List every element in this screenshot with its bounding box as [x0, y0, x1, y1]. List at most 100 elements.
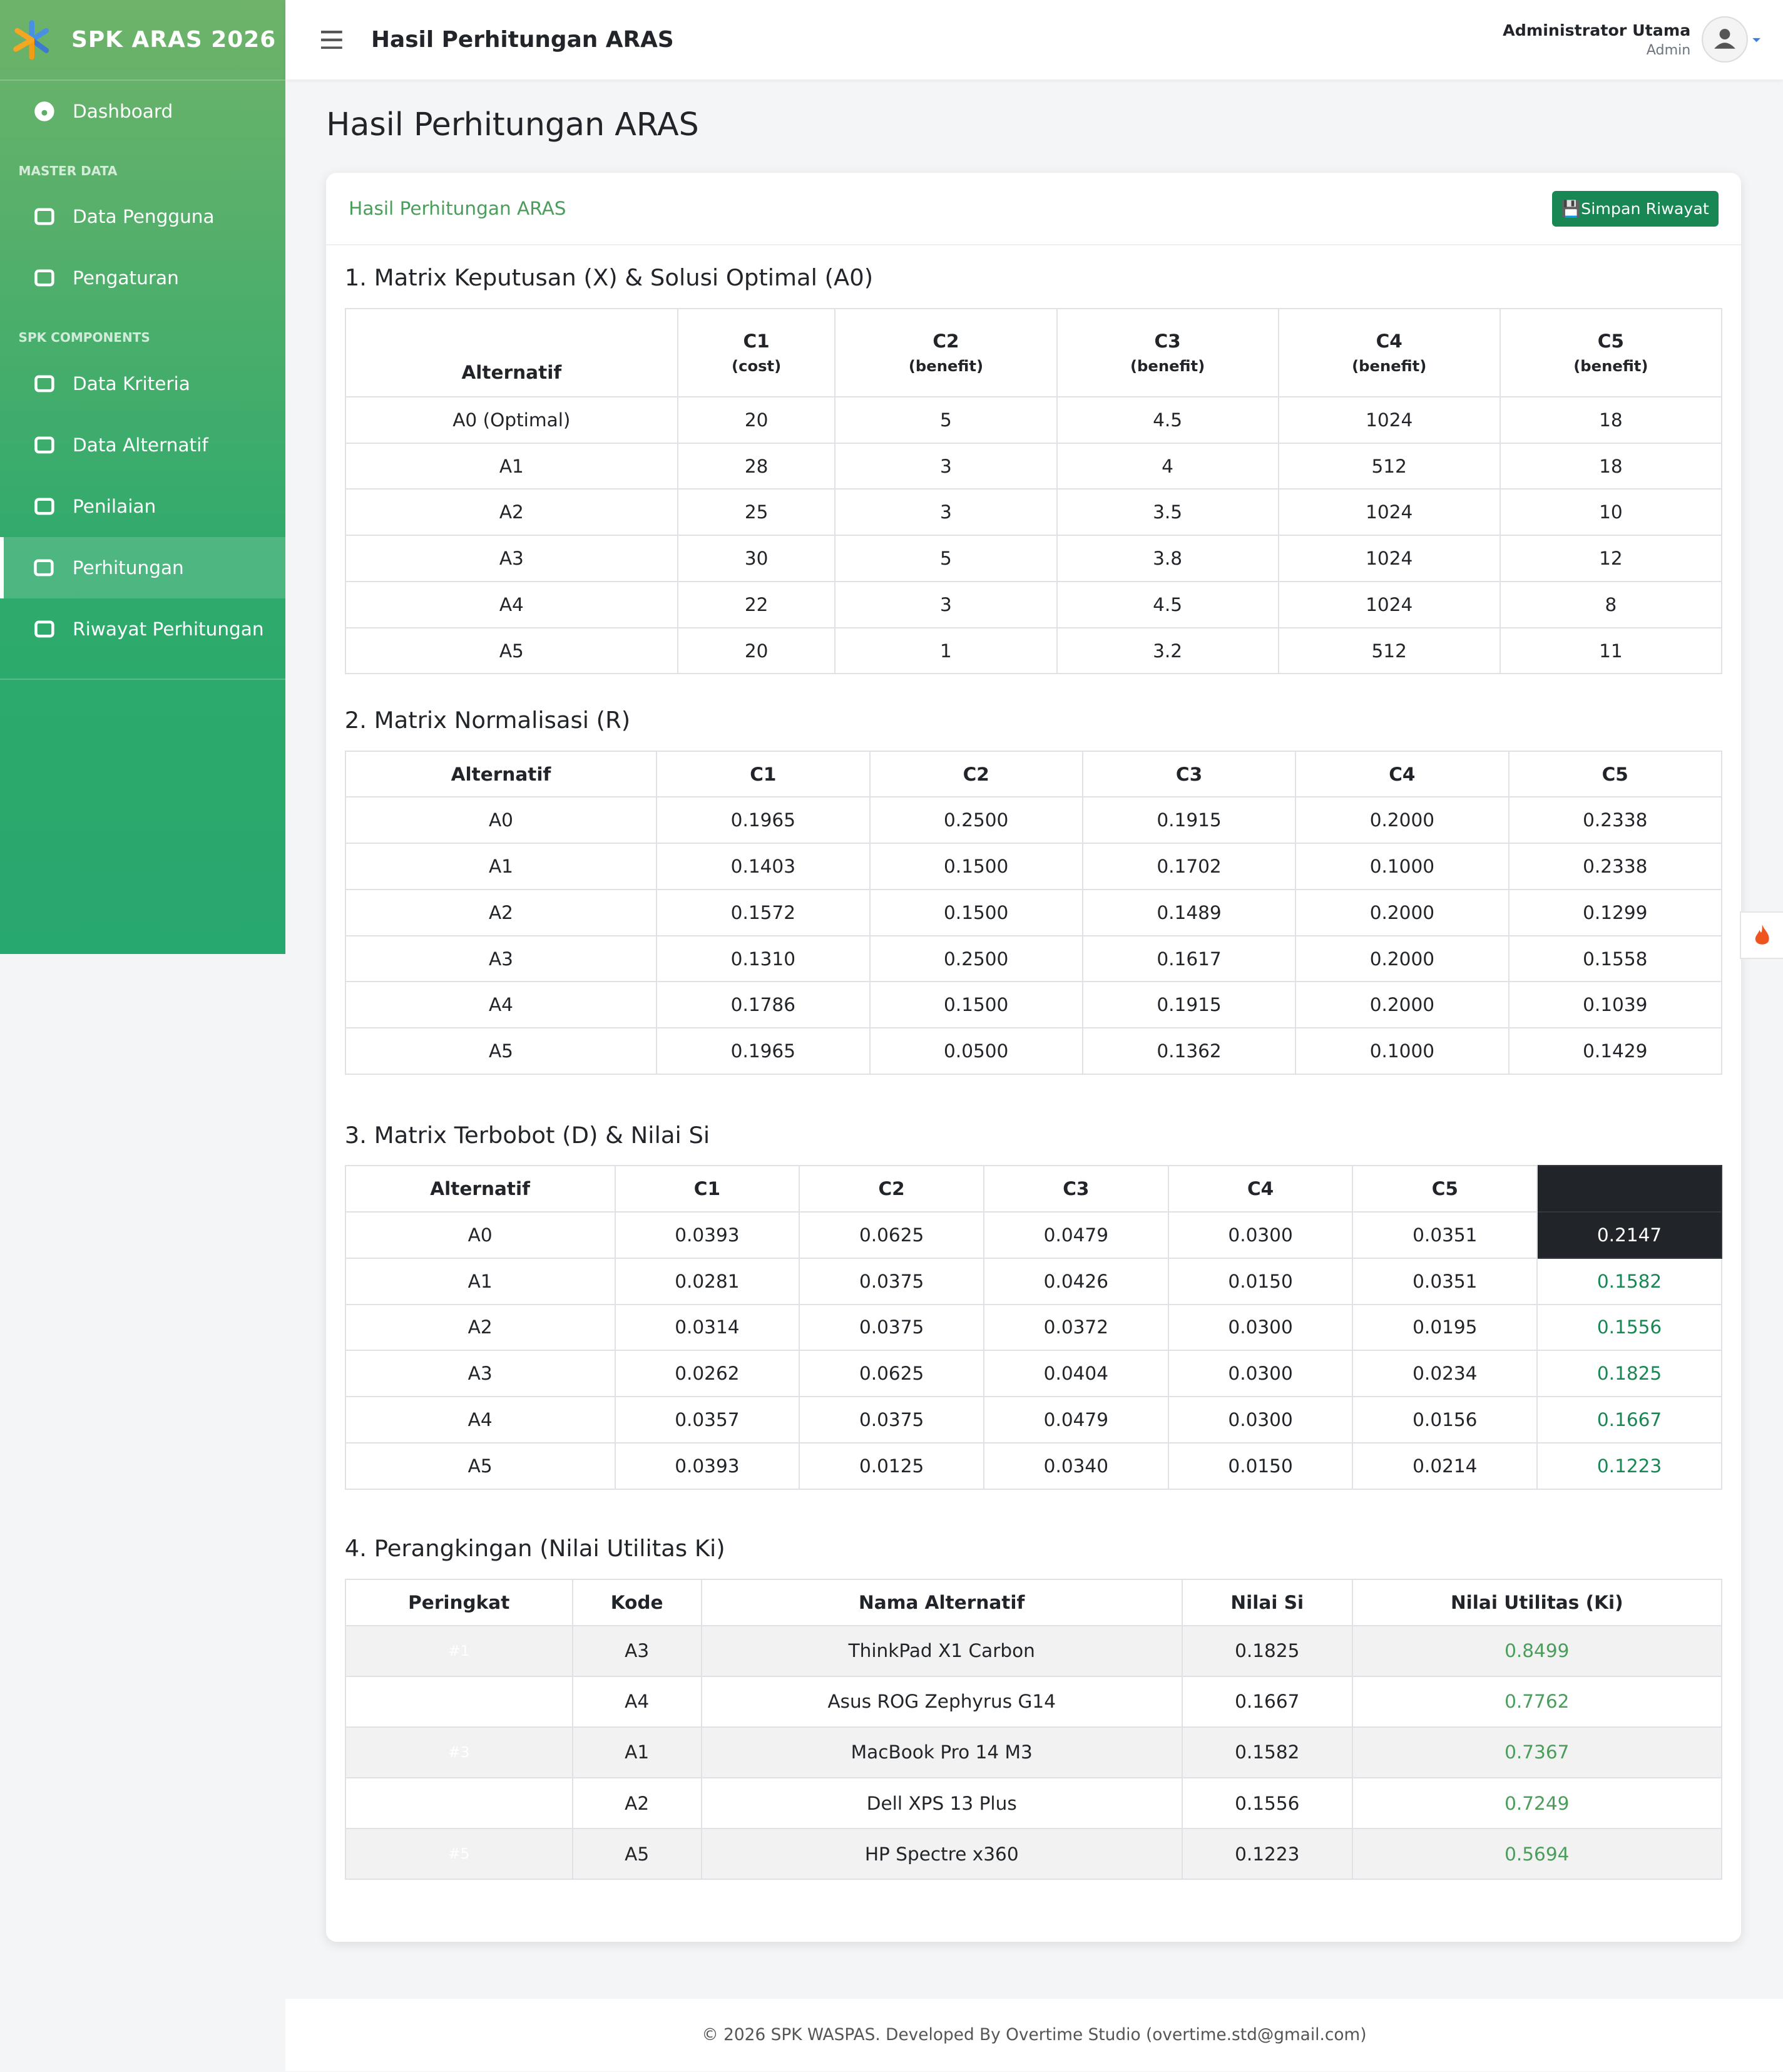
table-cell: ThinkPad X1 Carbon — [700, 1624, 1183, 1677]
table-cell: 0.0500 — [869, 1027, 1083, 1075]
table-row: A1 0.0281 0.0375 0.0426 0.0150 0.0351 0.1582 — [344, 1257, 1722, 1305]
brand[interactable]: SPK ARAS 2026 — [0, 0, 285, 81]
table-cell: 4 — [1056, 442, 1279, 490]
table-row: A0 0.1965 0.2500 0.1915 0.2000 0.2338 — [344, 796, 1722, 844]
table-cell: 0.1702 — [1081, 843, 1297, 890]
nav-item[interactable]: Perhitungan — [0, 537, 285, 599]
table-cell: A0 — [344, 796, 658, 844]
table-cell: 0.0234 — [1352, 1350, 1538, 1398]
header-text: C3 — [1154, 330, 1181, 352]
table-row: A4 22 3 4.5 1024 8 — [344, 580, 1722, 628]
table-head: Alternatif C1 (cost) C2 (benefit) C3 (benefit)… — [344, 307, 1722, 397]
table-cell: 4.5 — [1056, 580, 1279, 628]
header-row: Peringkat Kode Nama Alternatif Nilai Si Nila… — [344, 1578, 1722, 1626]
nav-item[interactable]: Pengaturan — [0, 247, 285, 309]
icon — [1755, 925, 1769, 945]
table-row: A2 25 3 3.5 1024 10 — [344, 488, 1722, 536]
table-row: A3 0.1310 0.2500 0.1617 0.2000 0.1558 — [344, 935, 1722, 983]
column-header: Peringkat — [344, 1578, 573, 1626]
user-info[interactable]: Administrator Utama Admin — [1503, 21, 1690, 58]
column-header: C1 — [614, 1165, 800, 1213]
table-cell: 0.0195 — [1352, 1303, 1538, 1351]
table-body: A0 0.0393 0.0625 0.0479 0.0300 0.0351 0.2147 A1… — [344, 1211, 1722, 1490]
table-cell: 0.1489 — [1081, 888, 1297, 936]
table-cell: 25 — [677, 488, 836, 536]
table-cell: 3.5 — [1056, 488, 1279, 536]
page-title: Hasil Perhitungan ARAS — [326, 105, 699, 143]
table-cell: A4 — [344, 1396, 616, 1444]
table-cell: A0 (Optimal) — [344, 396, 678, 444]
table-row: A3 0.0262 0.0625 0.0404 0.0300 0.0234 0.1825 — [344, 1350, 1722, 1398]
column-header: Nilai Si — [1181, 1578, 1353, 1626]
icon — [34, 620, 54, 638]
table-cell: 0.7249 — [1351, 1777, 1722, 1830]
table-row: A3 30 5 3.8 1024 12 — [344, 535, 1722, 582]
table-cell: 0.0125 — [799, 1442, 984, 1490]
avatar[interactable] — [1701, 16, 1764, 63]
column-type: (benefit) — [1352, 357, 1427, 376]
nav-heading: SPK COMPONENTS — [18, 330, 150, 346]
table-cell: A3 — [344, 935, 658, 983]
icon — [34, 559, 54, 577]
table-cell: A4 — [571, 1675, 702, 1728]
menu-toggle[interactable] — [320, 30, 342, 49]
section-title: 4. Perangkingan (Nilai Utilitas Ki) — [344, 1535, 725, 1562]
table-cell: 18 — [1499, 442, 1722, 490]
header-row: Alternatif C1 C2 C3 C4 C5 — [344, 750, 1722, 798]
column-type: (cost) — [732, 357, 782, 376]
table-cell: 0.0281 — [614, 1257, 800, 1305]
table-cell: #1 — [344, 1624, 573, 1677]
topbar: Hasil Perhitungan ARAS Administrator Uta… — [285, 0, 1783, 79]
table-cell: 3.2 — [1056, 627, 1279, 675]
table-row: #1 A3 ThinkPad X1 Carbon 0.1825 0.8499 — [344, 1624, 1722, 1677]
table-row: A2 0.1572 0.1500 0.1489 0.2000 0.1299 — [344, 888, 1722, 936]
table-cell: 0.1223 — [1181, 1828, 1353, 1880]
save-button[interactable]: 💾Simpan Riwayat — [1551, 191, 1719, 227]
table-cell: 512 — [1277, 627, 1501, 675]
table-cell: 512 — [1277, 442, 1501, 490]
table-cell: A1 — [344, 843, 658, 890]
table-cell: 3.8 — [1056, 535, 1279, 582]
table-cell: 0.1965 — [656, 796, 871, 844]
floating-button[interactable] — [1739, 911, 1783, 959]
footer: © 2026 SPK WASPAS. Developed By Overtime… — [285, 1999, 1783, 2072]
table-cell: 20 — [677, 396, 836, 444]
table-cell: 0.2500 — [869, 796, 1083, 844]
table-cell: 0.2338 — [1508, 843, 1722, 890]
nav-item[interactable]: Data Pengguna — [0, 186, 285, 247]
nav-item[interactable]: Data Alternatif — [0, 414, 285, 476]
table-cell: 0.1582 — [1536, 1257, 1722, 1305]
table-cell: 0.2000 — [1295, 888, 1510, 936]
card-title: Hasil Perhitungan ARAS — [349, 198, 566, 220]
column-header: Nilai Utilitas (Ki) — [1351, 1578, 1722, 1626]
nav-item[interactable]: Data Kriteria — [0, 353, 285, 414]
table-cell: 0.1556 — [1536, 1303, 1722, 1351]
table-cell: 0.1558 — [1508, 935, 1722, 983]
table-cell: 0.1572 — [656, 888, 871, 936]
table-cell: 0.8499 — [1351, 1624, 1722, 1677]
table-cell: 0.1000 — [1295, 1027, 1510, 1075]
table-cell: A2 — [571, 1777, 702, 1830]
table-cell: 0.1556 — [1181, 1777, 1353, 1830]
table-cell: 0.2000 — [1295, 935, 1510, 983]
table-cell: 0.0426 — [983, 1257, 1169, 1305]
table-cell: 0.1223 — [1536, 1442, 1722, 1490]
nav-label: Data Alternatif — [73, 434, 208, 456]
table-cell: 4.5 — [1056, 396, 1279, 444]
table-row: A4 0.1786 0.1500 0.1915 0.2000 0.1039 — [344, 981, 1722, 1029]
header-text: C2 — [932, 330, 959, 352]
table-cell: 0.0150 — [1167, 1257, 1354, 1305]
card: Hasil Perhitungan ARAS 💾Simpan Riwayat 1… — [326, 173, 1741, 1942]
nav-item[interactable]: Penilaian — [0, 476, 285, 537]
column-header: C5 — [1352, 1165, 1538, 1213]
table-cell: 0.1915 — [1081, 796, 1297, 844]
table-cell: 1024 — [1277, 535, 1501, 582]
section-title: 1. Matrix Keputusan (X) & Solusi Optimal… — [344, 264, 874, 292]
table-cell: 0.0393 — [614, 1211, 800, 1259]
table-head: Alternatif C1 C2 C3 C4 C5 — [344, 1165, 1722, 1213]
column-header: Kode — [571, 1578, 702, 1626]
nav-item[interactable]: Dashboard — [0, 81, 285, 142]
table-cell: 12 — [1499, 535, 1722, 582]
nav-item[interactable]: Riwayat Perhitungan — [0, 598, 285, 660]
column-header: C2 — [869, 750, 1083, 798]
